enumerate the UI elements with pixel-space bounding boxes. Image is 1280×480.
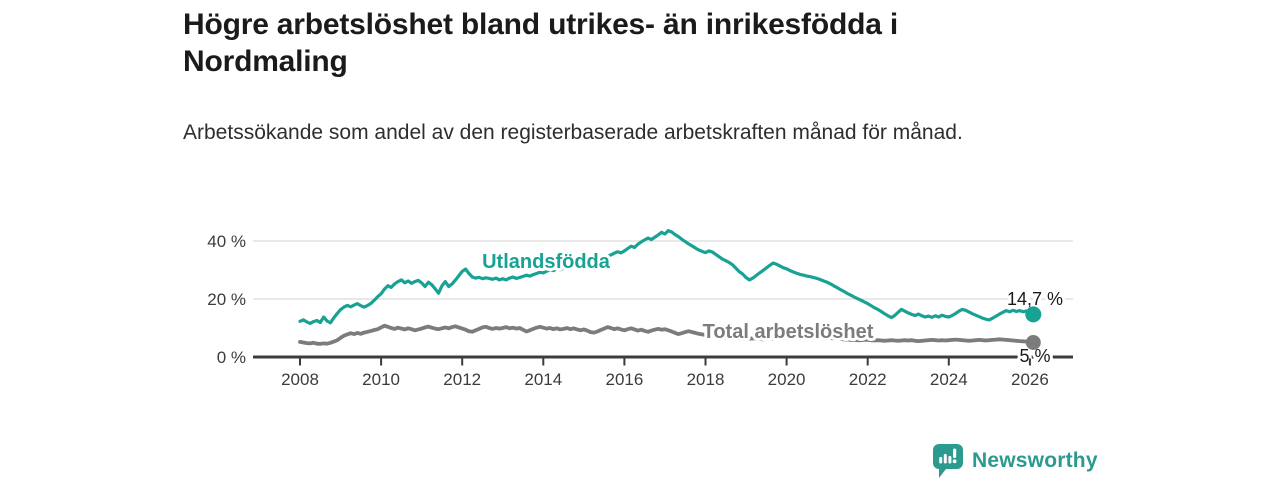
newsworthy-pin-barchart-icon (933, 444, 963, 478)
y-tick-label: 0 % (217, 348, 246, 367)
chart-title: Högre arbetslöshet bland utrikes- än inr… (183, 8, 898, 78)
end-dot-utlandsfodda (1025, 306, 1042, 323)
x-tick-label: 2010 (362, 370, 400, 389)
series-label-utlandsfodda: Utlandsfödda (482, 251, 611, 273)
gridlines (253, 240, 1073, 300)
x-tick-label: 2026 (1011, 370, 1049, 389)
end-dot-total (1025, 335, 1041, 350)
series-line-utlandsfodda (298, 229, 1035, 325)
y-tick-label: 40 % (207, 232, 246, 251)
series-line-total (298, 323, 1036, 346)
chart-subtitle: Arbetssökande som andel av den registerb… (183, 121, 963, 144)
x-tick-label: 2024 (930, 370, 968, 389)
x-tick-label: 2008 (281, 370, 319, 389)
end-value-label-utlandsfodda: 14,7 % (1007, 289, 1063, 309)
x-tick-label: 2014 (524, 370, 562, 389)
x-tick-label: 2018 (687, 370, 725, 389)
y-tick-label: 20 % (207, 290, 246, 309)
x-tick-label: 2020 (768, 370, 806, 389)
x-tick-label: 2022 (849, 370, 887, 389)
x-tick-label: 2012 (443, 370, 481, 389)
series-label-total: Total arbetslöshet (703, 321, 874, 343)
newsworthy-branding[interactable]: Newsworthy (933, 444, 1098, 478)
brand-name: Newsworthy (972, 449, 1098, 472)
axis-ticks: 2008 2010 2012 2014 2016 2018 2020 2022 2024 2026… (207, 232, 1049, 389)
x-tick-label: 2016 (605, 370, 643, 389)
